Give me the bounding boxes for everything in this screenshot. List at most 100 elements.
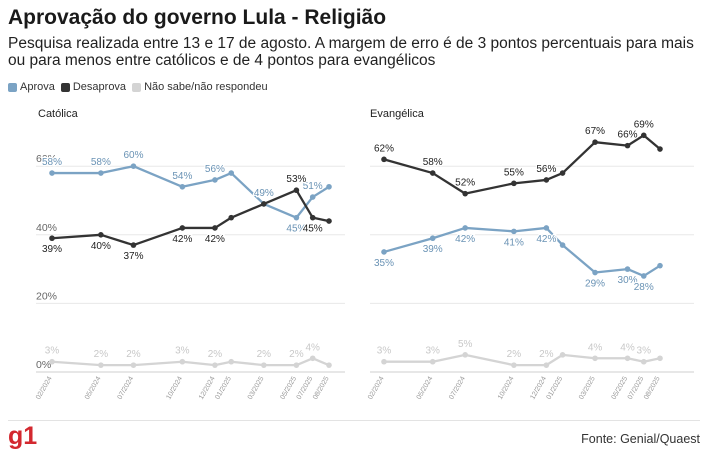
footer-divider [8, 420, 700, 421]
data-label-desaprova: 39% [42, 244, 62, 255]
x-tick-label: 08/2025 [312, 375, 331, 401]
data-label-nsnr: 4% [588, 342, 603, 353]
data-point-aprova [657, 262, 663, 269]
data-label-nsnr: 2% [539, 349, 554, 360]
data-label-desaprova: 56% [536, 164, 556, 175]
data-point-nsnr [309, 355, 316, 362]
data-point-desaprova [309, 214, 316, 221]
data-point-nsnr [657, 355, 663, 362]
data-label-aprova: 35% [374, 258, 394, 269]
data-point-nsnr [640, 358, 647, 365]
data-point-aprova [559, 242, 566, 248]
x-tick-label: 10/2024 [497, 375, 516, 401]
data-point-aprova [640, 273, 647, 279]
x-tick-label: 01/2025 [214, 375, 233, 401]
panel-title-catolica: Católica [38, 108, 78, 120]
x-tick-label: 10/2024 [165, 375, 184, 401]
data-label-desaprova: 52% [455, 178, 475, 189]
data-point-aprova [130, 163, 137, 169]
data-label-aprova: 28% [634, 282, 654, 293]
x-tick-label: 03/2025 [247, 375, 266, 401]
y-tick-label: 20% [36, 290, 57, 302]
data-point-aprova [592, 269, 598, 276]
data-label-desaprova: 66% [618, 130, 638, 141]
data-point-desaprova [212, 225, 218, 231]
data-point-nsnr [179, 358, 186, 365]
data-label-aprova: 29% [585, 279, 605, 290]
data-point-aprova [179, 183, 186, 190]
data-point-nsnr [49, 358, 55, 365]
data-label-desaprova: 37% [123, 251, 143, 262]
series-line-aprova [383, 226, 661, 278]
data-point-nsnr [228, 358, 235, 365]
data-point-desaprova [429, 170, 436, 176]
data-label-aprova: 41% [504, 237, 524, 248]
legend-label-nsnr: Não sabe/não respondeu [144, 81, 268, 93]
data-label-aprova: 51% [303, 181, 323, 192]
source-note: Fonte: Genial/Quaest [581, 432, 700, 446]
data-label-aprova: 56% [205, 164, 225, 175]
g1-logo: g1 [8, 422, 38, 450]
x-tick-label: 08/2025 [643, 375, 662, 401]
data-label-desaprova: 42% [172, 234, 192, 245]
x-tick-label: 03/2025 [578, 375, 597, 401]
data-label-nsnr: 2% [257, 349, 272, 360]
data-point-nsnr [543, 362, 550, 368]
x-tick-label: 02/2024 [367, 375, 386, 401]
data-point-aprova [381, 249, 387, 255]
chart-title: Aprovação do governo Lula - Religião [8, 6, 387, 29]
x-tick-label: 07/2024 [448, 375, 467, 401]
data-label-nsnr: 3% [175, 346, 190, 357]
data-point-nsnr [429, 358, 436, 365]
data-label-aprova: 39% [423, 244, 443, 255]
data-label-nsnr: 2% [507, 349, 522, 360]
data-point-desaprova [381, 156, 387, 163]
data-point-desaprova [624, 142, 631, 149]
data-point-aprova [429, 235, 436, 242]
data-label-nsnr: 3% [377, 346, 392, 357]
legend-label-aprova: Aprova [20, 81, 55, 93]
data-point-nsnr [261, 362, 267, 368]
data-label-aprova: 60% [123, 150, 143, 161]
data-label-aprova: 49% [254, 188, 274, 199]
data-point-nsnr [624, 355, 631, 362]
x-tick-label: 05/2024 [84, 375, 103, 401]
data-label-desaprova: 42% [205, 234, 225, 245]
data-point-nsnr [98, 362, 104, 368]
data-point-aprova [543, 225, 550, 231]
series-line-aprova [52, 165, 330, 219]
data-label-nsnr: 4% [620, 342, 635, 353]
x-tick-label: 01/2025 [546, 375, 565, 401]
legend-swatch-nsnr [132, 82, 142, 92]
data-point-desaprova [326, 218, 332, 224]
data-label-desaprova: 40% [91, 241, 111, 252]
data-point-desaprova [592, 139, 598, 145]
series-line-desaprova [51, 189, 330, 247]
legend-swatch-aprova [8, 82, 17, 92]
legend-item-nsnr: Não sabe/não respondeu [132, 81, 268, 93]
data-label-aprova: 58% [91, 157, 111, 168]
data-point-desaprova [543, 177, 550, 183]
data-label-nsnr: 2% [289, 349, 304, 360]
data-point-desaprova [228, 214, 235, 221]
x-tick-label: 02/2024 [35, 375, 54, 401]
data-point-desaprova [657, 146, 663, 152]
series-line-nsnr [384, 353, 661, 367]
data-label-aprova: 54% [172, 171, 192, 182]
legend-item-desaprova: Desaprova [60, 81, 126, 93]
data-point-nsnr [212, 362, 218, 368]
data-label-nsnr: 2% [208, 349, 223, 360]
data-point-aprova [462, 225, 468, 231]
data-label-desaprova: 69% [634, 119, 654, 130]
data-label-desaprova: 45% [303, 224, 323, 235]
data-point-nsnr [293, 362, 300, 368]
data-label-nsnr: 3% [45, 346, 60, 357]
x-tick-label: 07/2024 [116, 375, 135, 401]
data-label-desaprova: 67% [585, 126, 605, 137]
data-label-aprova: 58% [42, 157, 62, 168]
legend-swatch-desaprova [60, 82, 70, 92]
data-label-desaprova: 53% [286, 174, 306, 185]
data-point-desaprova [179, 225, 186, 231]
data-point-aprova [624, 266, 631, 272]
